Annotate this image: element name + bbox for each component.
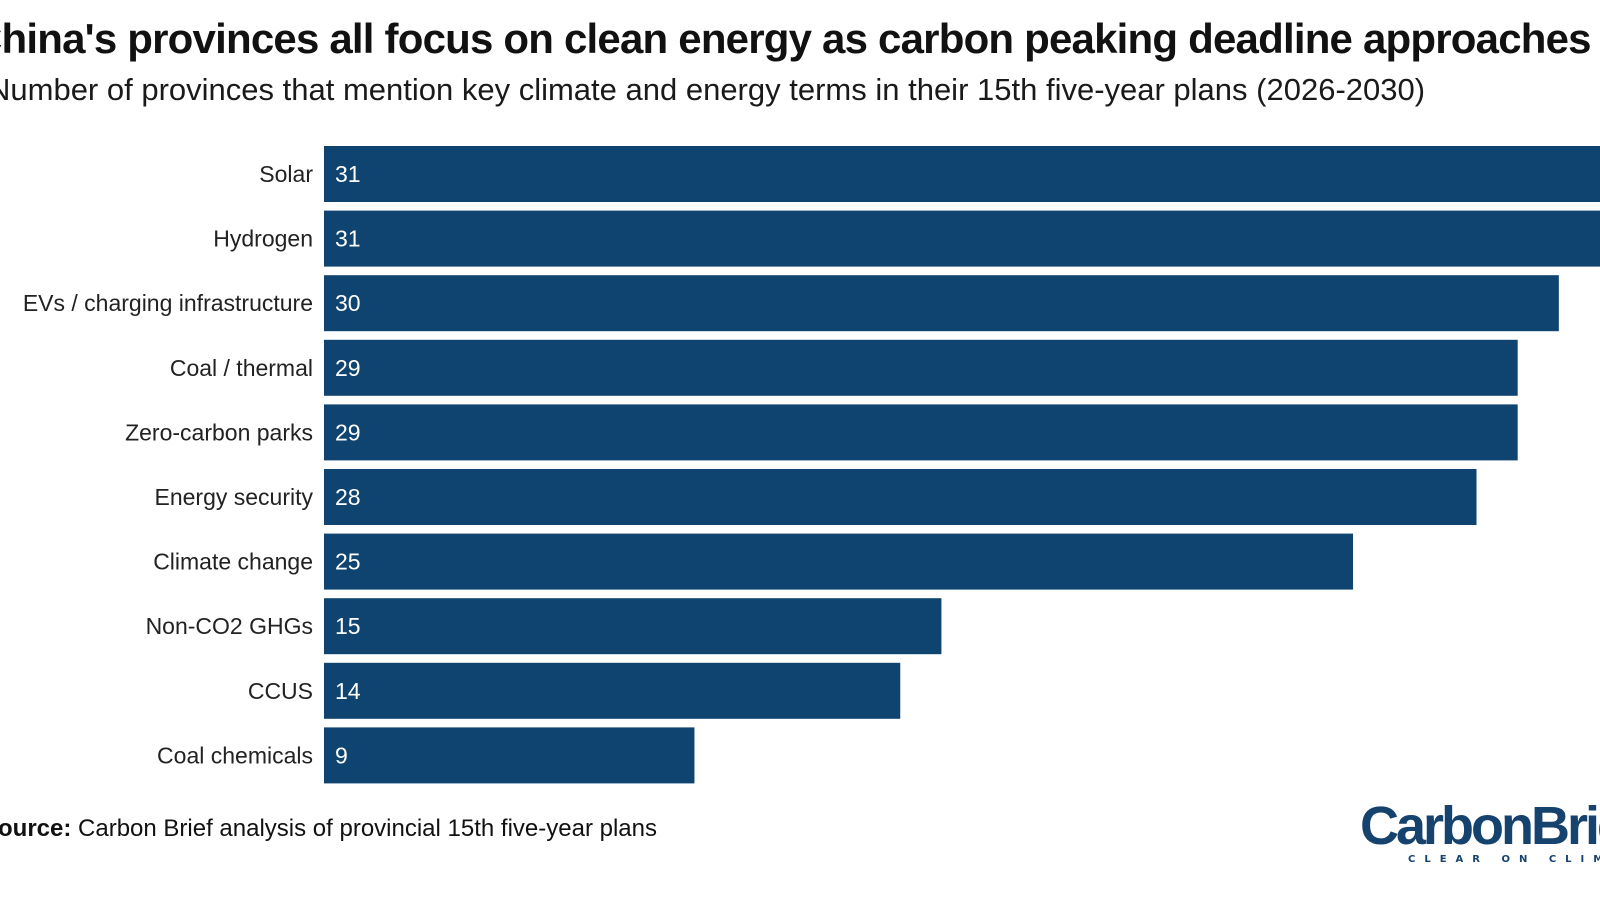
value-label-3: 29 bbox=[335, 355, 361, 381]
bar-3 bbox=[324, 339, 1518, 396]
value-label-5: 28 bbox=[335, 484, 361, 510]
bar-4 bbox=[324, 404, 1518, 461]
category-label-7: Non-CO2 GHGs bbox=[146, 613, 313, 639]
bar-9 bbox=[324, 727, 695, 784]
category-label-1: Hydrogen bbox=[213, 226, 313, 252]
category-label-8: CCUS bbox=[248, 678, 313, 704]
category-label-6: Climate change bbox=[153, 549, 313, 575]
value-label-9: 9 bbox=[335, 742, 348, 768]
value-label-1: 31 bbox=[335, 226, 361, 252]
bar-5 bbox=[324, 469, 1477, 525]
value-label-6: 25 bbox=[335, 549, 361, 575]
logo-tagline: CLEAR ON CLIMATE bbox=[1408, 854, 1600, 865]
value-label-2: 30 bbox=[335, 290, 361, 316]
bar-6 bbox=[324, 533, 1354, 590]
chart-title: China's provinces all focus on clean ene… bbox=[0, 15, 1592, 62]
value-label-7: 15 bbox=[335, 613, 361, 639]
bar-7 bbox=[324, 598, 942, 655]
bar-0 bbox=[324, 146, 1600, 202]
source-text: Carbon Brief analysis of provincial 15th… bbox=[71, 815, 657, 842]
value-label-4: 29 bbox=[335, 419, 361, 445]
source-label: Source: bbox=[0, 815, 72, 842]
category-label-2: EVs / charging infrastructure bbox=[23, 290, 313, 316]
value-label-0: 31 bbox=[335, 161, 361, 187]
category-label-5: Energy security bbox=[154, 484, 313, 510]
bar-1 bbox=[324, 210, 1600, 267]
category-label-3: Coal / thermal bbox=[170, 355, 313, 381]
category-label-9: Coal chemicals bbox=[157, 742, 313, 768]
source-note: Source: Carbon Brief analysis of provinc… bbox=[0, 815, 657, 843]
value-label-8: 14 bbox=[335, 678, 361, 704]
bar-8 bbox=[324, 662, 901, 719]
chart-subtitle: Number of provinces that mention key cli… bbox=[0, 72, 1426, 107]
category-label-0: Solar bbox=[259, 161, 313, 187]
category-label-4: Zero-carbon parks bbox=[125, 419, 313, 445]
bar-chart: Solar 31 Hydrogen 31 EVs / charging infrastr… bbox=[23, 146, 1600, 784]
bar-2 bbox=[324, 275, 1559, 332]
